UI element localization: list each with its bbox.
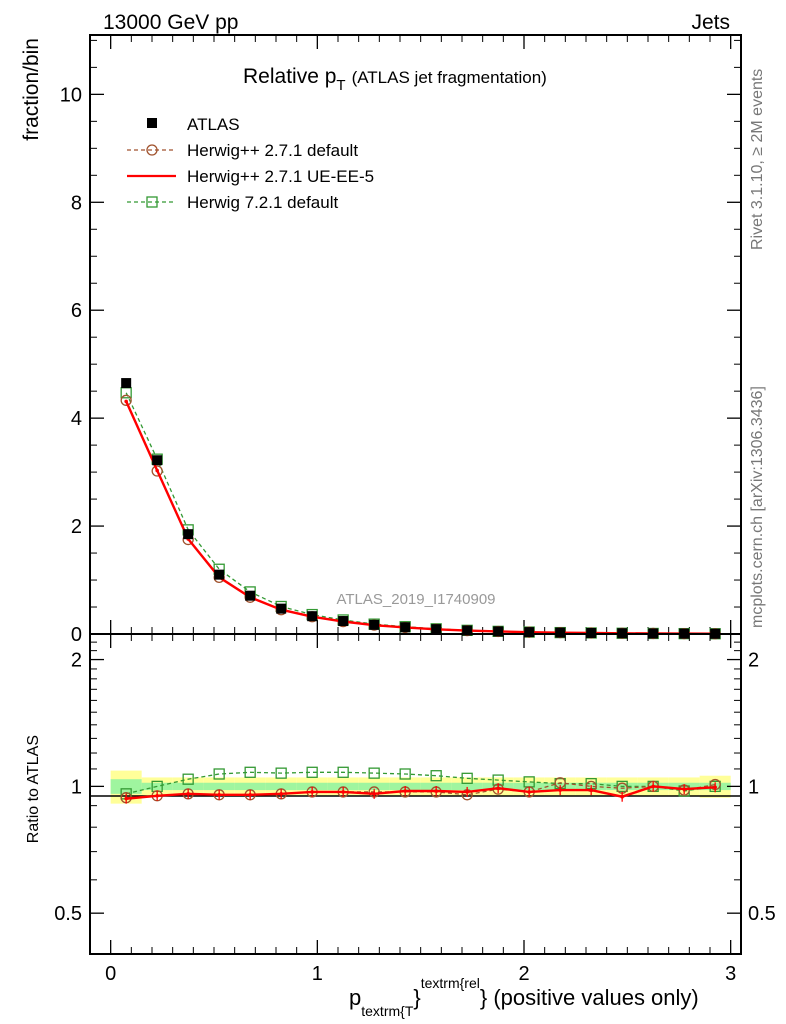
x-tick-label: 0 — [105, 963, 116, 985]
main-ticks — [90, 35, 741, 635]
ratio-herwig7-point — [461, 772, 473, 784]
header-right: Jets — [691, 11, 730, 34]
rivet-label: Rivet 3.1.10, ≥ 2M events — [749, 69, 766, 250]
x-tick-label: 3 — [725, 963, 736, 985]
x-tick-label: 1 — [312, 963, 323, 985]
atlas-point — [276, 603, 287, 614]
main-y-tick-label: 0 — [71, 624, 82, 646]
ratio-tick-labels: 0.5 0.5 1 1 2 2 0 1 2 3 — [54, 650, 776, 985]
ratio-y-tick-label-right: 2 — [748, 650, 759, 672]
ratio-herwig7-point — [430, 770, 442, 782]
x-axis-label-sup: textrm{rel — [421, 975, 480, 991]
x-axis-label-tail: } (positive values only) — [480, 985, 699, 1010]
ratio-herwig7-point — [399, 768, 411, 780]
legend-item-herwig-default: Herwig++ 2.7.1 default — [127, 141, 358, 160]
ratio-ylabel: Ratio to ATLAS — [25, 735, 42, 843]
legend-item-herwig-ueee5: Herwig++ 2.7.1 UE-EE-5 — [127, 167, 374, 186]
main-panel: 0 2 4 6 8 10 ATLAS_2019_I1740909 Relative pT (… — [20, 34, 742, 646]
ratio-line-hw_ueee5 — [126, 785, 716, 800]
ratio-y-tick-label: 1 — [71, 776, 82, 798]
ratio-band-stat — [265, 782, 297, 791]
ratio-frame — [89, 633, 742, 955]
atlas-point — [555, 627, 566, 638]
atlas-point — [586, 627, 597, 638]
ratio-band-stat — [172, 782, 204, 791]
ratio-y-tick-label-right: 1 — [748, 776, 759, 798]
main-tick-labels: 0 2 4 6 8 10 — [60, 84, 82, 646]
ratio-y-tick-label-right: 0.5 — [748, 903, 776, 925]
ratio-herwig7-point — [182, 773, 194, 785]
legend-label-herwig7: Herwig 7.2.1 default — [187, 193, 338, 212]
ratio-ticks — [90, 634, 741, 954]
x-axis-label-main: p — [349, 985, 361, 1010]
legend-label-herwig-default: Herwig++ 2.7.1 default — [187, 141, 358, 160]
legend-label-atlas: ATLAS — [187, 115, 240, 134]
watermark: ATLAS_2019_I1740909 — [336, 591, 495, 608]
chart-title-sub: T — [336, 77, 345, 94]
atlas-point — [183, 529, 194, 540]
ratio-herwig7-point — [213, 768, 225, 780]
herwig-default-point — [120, 394, 132, 406]
main-y-tick-label: 2 — [71, 516, 82, 538]
ratio-herwig7-point — [337, 766, 349, 778]
herwig-ueee5-point — [124, 399, 128, 404]
main-y-tick-label: 8 — [71, 192, 82, 214]
chart-title-note: (ATLAS jet fragmentation) — [352, 68, 547, 87]
atlas-point — [245, 590, 256, 601]
atlas-point — [462, 625, 473, 636]
legend-marker-atlas — [147, 118, 157, 128]
atlas-point — [369, 619, 380, 630]
ratio-y-tick-label: 0.5 — [54, 903, 82, 925]
legend-marker-herwig-default — [146, 144, 158, 156]
atlas-point — [493, 626, 504, 637]
legend-item-atlas: ATLAS — [147, 115, 240, 134]
ratio-herwig7-point — [368, 767, 380, 779]
ratio-band-stat — [203, 782, 235, 791]
x-tick-label: 2 — [518, 963, 529, 985]
x-axis-label-close: } — [413, 985, 420, 1010]
ratio-panel: 0.5 0.5 1 1 2 2 0 1 2 3 Ratio to ATLAS — [25, 633, 776, 985]
chart-title: Relative pT (ATLAS jet fragmentation) — [243, 65, 547, 94]
legend: ATLAS Herwig++ 2.7.1 default Herwig++ 2.… — [127, 115, 374, 212]
main-y-tick-label: 6 — [71, 300, 82, 322]
atlas-point — [338, 616, 349, 627]
ratio-herwig7-point — [306, 766, 318, 778]
x-axis-label-sub: textrm{T — [361, 1003, 414, 1019]
atlas-point — [524, 627, 535, 638]
ratio-herwig7-point — [244, 766, 256, 778]
atlas-point — [152, 455, 163, 466]
herwig-default-point — [151, 465, 163, 477]
x-axis-label: ptextrm{T}textrm{rel} (positive values o… — [349, 975, 699, 1019]
ratio-band-stat — [234, 782, 266, 791]
atlas-point — [307, 611, 318, 622]
atlas-point — [400, 622, 411, 633]
ratio-series — [120, 766, 721, 804]
main-y-tick-label: 4 — [71, 408, 82, 430]
atlas-point — [121, 378, 132, 389]
ratio-band-stat — [110, 779, 142, 794]
atlas-point — [214, 569, 225, 580]
chart-title-main: Relative p — [243, 65, 336, 88]
main-y-tick-label: 10 — [60, 84, 82, 106]
legend-label-herwig-ueee5: Herwig++ 2.7.1 UE-EE-5 — [187, 167, 374, 186]
ratio-band-stat — [451, 782, 483, 791]
ratio-y-tick-label: 2 — [71, 650, 82, 672]
herwig-ueee5-point — [155, 468, 159, 473]
main-ylabel: fraction/bin — [20, 38, 43, 141]
header-left: 13000 GeV pp — [103, 11, 238, 34]
legend-marker-herwig7 — [146, 196, 158, 208]
atlas-point — [431, 624, 442, 635]
mcplots-label: mcplots.cern.ch [arXiv:1306.3436] — [749, 386, 766, 628]
ratio-herwig7-point — [275, 767, 287, 779]
legend-item-herwig7: Herwig 7.2.1 default — [127, 193, 338, 212]
